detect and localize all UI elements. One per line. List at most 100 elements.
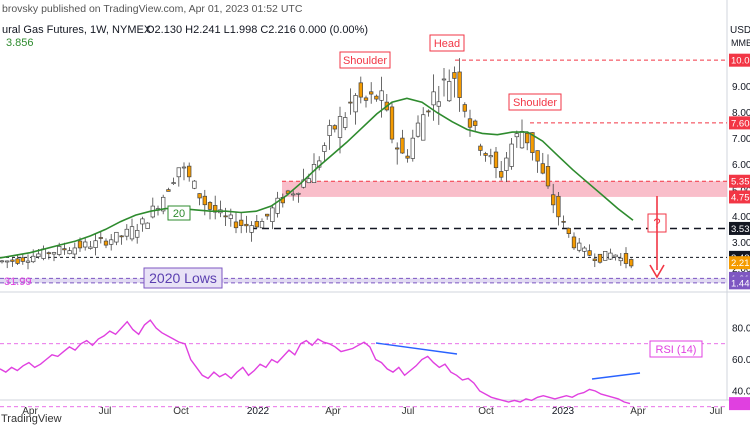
symbol-title: ural Gas Futures, 1W, NYMEX — [2, 24, 152, 36]
candle-body — [171, 182, 176, 184]
candle-body — [291, 193, 296, 196]
candle-body — [135, 230, 140, 238]
candle-body — [233, 221, 239, 229]
candle-body — [31, 255, 36, 263]
candle-body — [514, 133, 519, 138]
candle-body — [431, 91, 436, 106]
rsi-title-label-text: RSI (14) — [656, 344, 697, 356]
right-shoulder-label-text: Shoulder — [513, 97, 557, 109]
lows-zone — [0, 278, 727, 283]
candle-body — [629, 259, 634, 267]
right-shoulder-label-box — [508, 93, 562, 111]
candle-body — [462, 104, 467, 112]
candle-body — [571, 236, 577, 249]
candle-body — [114, 231, 119, 243]
candle-body — [145, 222, 150, 229]
price-label-text: 4.750 — [731, 192, 750, 203]
price-label-bg — [729, 190, 750, 204]
candle-body — [509, 143, 514, 167]
candle-body — [270, 207, 275, 222]
candle-body — [46, 252, 51, 255]
candle-body — [103, 240, 109, 246]
time-tick-label: Apr — [630, 406, 646, 417]
time-tick-label: Jul — [402, 406, 415, 417]
candle-body — [613, 254, 618, 258]
tradingview-logo: TradingView — [1, 413, 62, 425]
candle-body — [57, 246, 62, 255]
candle-body — [436, 101, 441, 107]
candle-body — [192, 180, 197, 189]
candle-body — [441, 78, 447, 81]
ma-period-label-box — [167, 205, 191, 221]
candle-body — [530, 132, 535, 154]
candle-body — [561, 220, 566, 223]
candle-body — [181, 166, 187, 169]
publisher-info: brovsky published on TradingView.com, Ap… — [2, 3, 303, 15]
candle-body — [254, 221, 259, 228]
candle-body — [478, 145, 483, 151]
resistance-zone — [282, 181, 727, 197]
time-tick-label: 2022 — [247, 406, 270, 417]
candle-body — [545, 166, 551, 187]
left-shoulder-label-box — [339, 51, 391, 69]
candle-body — [161, 196, 166, 212]
candle-body — [556, 195, 561, 218]
head-label-text: Head — [434, 38, 460, 50]
candle-body — [119, 235, 124, 238]
price-label-bg — [729, 221, 750, 235]
candle-body — [540, 163, 545, 174]
candle-body — [98, 237, 103, 239]
candle-body — [566, 227, 571, 234]
unit-label: MMBtu — [731, 38, 750, 48]
price-label-bg — [729, 116, 750, 130]
candle-body — [109, 239, 114, 245]
candle-body — [72, 247, 77, 255]
candle-body — [5, 260, 10, 263]
candle-body — [51, 252, 57, 255]
time-tick-label: Oct — [478, 406, 494, 417]
candle-body — [67, 250, 72, 255]
left-shoulder-label-text: Shoulder — [343, 55, 387, 67]
candle-body — [249, 225, 254, 233]
time-tick-label: Jul — [710, 406, 723, 417]
candle-body — [197, 193, 202, 199]
candle-body — [493, 151, 499, 169]
candle-body — [244, 223, 249, 227]
target-arrow-head — [649, 264, 665, 279]
candle-body — [405, 155, 410, 159]
candle-body — [348, 101, 353, 104]
candle-body — [166, 189, 171, 192]
candle-body — [265, 213, 270, 217]
candle-body — [259, 221, 265, 229]
candle-body — [618, 257, 623, 262]
price-tick-label: 4.00 — [732, 212, 750, 223]
candle-body — [337, 116, 343, 138]
candle-body — [322, 145, 327, 152]
candle-body — [77, 240, 83, 249]
candle-body — [239, 219, 244, 226]
candle-body — [88, 246, 93, 249]
ma-value: 3.856 — [6, 37, 34, 49]
candle-body — [452, 72, 457, 79]
rsi-line — [0, 319, 631, 405]
candle-body — [275, 197, 280, 214]
candle-body — [176, 167, 181, 178]
lows-label-box — [143, 267, 223, 289]
candle-body — [10, 259, 15, 262]
price-tick-label: 3.00 — [732, 238, 750, 249]
time-tick-label: Apr — [22, 406, 38, 417]
price-label-bg — [729, 276, 750, 290]
candle-body — [93, 240, 98, 248]
candle-body — [577, 242, 582, 251]
candle-body — [202, 195, 207, 206]
price-tick-label: 7.00 — [732, 134, 750, 145]
candle-body — [228, 214, 233, 219]
candle-body — [582, 247, 587, 252]
rsi-value: 31.99 — [4, 276, 32, 288]
candle-body — [395, 147, 400, 150]
time-tick-label: Apr — [325, 406, 341, 417]
candle-body — [332, 125, 337, 130]
candle-body — [488, 155, 493, 158]
candle-body — [519, 131, 525, 149]
